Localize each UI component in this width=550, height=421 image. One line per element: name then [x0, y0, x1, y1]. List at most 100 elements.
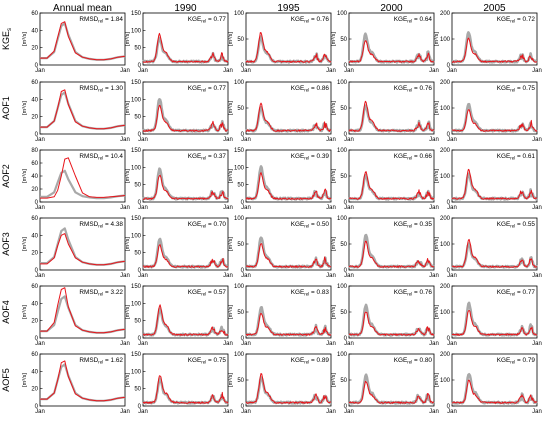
x-tick-label: Jan: [447, 409, 457, 415]
y-tick-label: 100: [234, 352, 245, 358]
y-tick-label: 100: [337, 284, 348, 290]
y-tick-label: 0: [35, 200, 39, 206]
y-tick-label: 50: [340, 310, 347, 316]
column-title: 2005: [483, 3, 506, 14]
y-tick-label: 60: [31, 80, 38, 86]
y-tick-label: 150: [131, 284, 142, 290]
y-tick-label: 200: [440, 284, 451, 290]
y-axis-unit: [m³/s]: [331, 101, 337, 115]
x-tick-label: Jan: [326, 409, 336, 415]
y-tick-label: 20: [31, 251, 38, 257]
x-tick-label: Jan: [344, 341, 354, 347]
metric-label: KGErel = 0.64: [394, 16, 433, 24]
x-tick-label: Jan: [532, 273, 542, 279]
y-tick-label: 50: [340, 378, 347, 384]
simulated-series: [348, 171, 435, 200]
y-axis-unit: [m³/s]: [228, 305, 234, 319]
y-tick-label: 100: [131, 28, 142, 34]
axes-box: [142, 12, 229, 66]
x-tick-label: Jan: [138, 273, 148, 279]
metric-label: KGErel = 0.77: [188, 16, 227, 24]
metric-label: KGErel = 0.72: [497, 16, 536, 24]
axes-box: [39, 81, 126, 135]
y-tick-label: 20: [31, 115, 38, 121]
y-axis-unit: [m³/s]: [434, 101, 440, 115]
y-axis-unit: [m³/s]: [125, 169, 131, 183]
chart-panel: 0 50 100 Jan Jan [m³/s] KGErel = 0.35: [331, 216, 439, 279]
y-tick-label: 100: [440, 310, 451, 316]
chart-panel: 0 100 200 Jan Jan [m³/s] KGErel = 0.79: [434, 352, 542, 415]
y-tick-label: 50: [340, 37, 347, 43]
y-tick-label: 100: [234, 216, 245, 222]
x-tick-label: Jan: [326, 273, 336, 279]
y-tick-label: 20: [31, 387, 38, 393]
y-tick-label: 100: [234, 165, 245, 171]
simulated-series: [245, 243, 332, 268]
y-tick-label: 200: [440, 80, 451, 86]
y-tick-label: 40: [31, 28, 38, 34]
chart-panel: 0 20 40 60 Jan Jan [m³/s] RMSDrel = 4.38: [22, 216, 130, 279]
x-tick-label: Jan: [344, 409, 354, 415]
x-tick-label: Jan: [223, 409, 233, 415]
y-tick-label: 50: [340, 242, 347, 248]
x-tick-label: Jan: [223, 68, 233, 74]
y-tick-label: 80: [31, 148, 38, 154]
x-tick-label: Jan: [326, 205, 336, 211]
y-tick-label: 0: [447, 200, 451, 206]
y-tick-label: 50: [237, 37, 244, 43]
metric-label: KGErel = 0.39: [291, 153, 330, 161]
simulated-series: [40, 89, 126, 130]
simulated-series: [245, 102, 332, 132]
chart-panel: 0 20 40 60 Jan Jan [m³/s] RMSDrel = 1.30: [22, 80, 130, 143]
y-axis-unit: [m³/s]: [22, 305, 28, 319]
y-tick-label: 150: [234, 148, 245, 154]
y-tick-label: 100: [234, 80, 245, 86]
x-tick-label: Jan: [120, 409, 130, 415]
chart-panel: 0 100 200 Jan Jan [m³/s] KGErel = 0.55: [434, 216, 542, 279]
y-axis-unit: [m³/s]: [331, 237, 337, 251]
metric-label: KGErel = 0.89: [291, 357, 330, 365]
simulated-series: [451, 238, 538, 268]
simulated-series: [142, 304, 229, 336]
x-tick-label: Jan: [241, 409, 251, 415]
metric-label: RMSDrel = 1.62: [79, 357, 123, 365]
chart-panel: 0 50 100 150 Jan Jan [m³/s] KGErel = 0.37: [125, 148, 233, 211]
axes-box: [142, 149, 229, 203]
axes-box: [142, 81, 229, 135]
x-tick-label: Jan: [429, 205, 439, 211]
chart-panel: 0 50 100 Jan Jan [m³/s] KGErel = 0.83: [228, 284, 336, 347]
axes-box: [142, 217, 229, 271]
x-tick-label: Jan: [532, 205, 542, 211]
x-tick-label: Jan: [120, 273, 130, 279]
x-tick-label: Jan: [326, 341, 336, 347]
axes-box: [39, 285, 126, 339]
chart-panel: 0 100 200 Jan Jan [m³/s] KGErel = 0.77: [434, 284, 542, 347]
x-tick-label: Jan: [429, 137, 439, 143]
y-axis-unit: [m³/s]: [331, 305, 337, 319]
y-tick-label: 0: [138, 132, 142, 138]
x-tick-label: Jan: [138, 341, 148, 347]
chart-panel: 0 50 100 150 Jan Jan [m³/s] KGErel = 0.57: [125, 284, 233, 347]
x-tick-label: Jan: [35, 341, 45, 347]
y-tick-label: 100: [131, 233, 142, 239]
y-tick-label: 200: [440, 11, 451, 17]
y-tick-label: 0: [344, 200, 348, 206]
column-title: 1990: [174, 3, 197, 14]
chart-panel: 0 20 40 60 Jan Jan [m³/s] RMSDrel = 1.62: [22, 352, 130, 415]
x-tick-label: Jan: [120, 68, 130, 74]
y-axis-unit: [m³/s]: [228, 101, 234, 115]
x-tick-label: Jan: [326, 68, 336, 74]
y-tick-label: 100: [337, 352, 348, 358]
y-axis-unit: [m³/s]: [125, 101, 131, 115]
observed-series: [40, 363, 126, 402]
y-tick-label: 0: [241, 268, 245, 274]
chart-panel: 0 50 100 Jan Jan [m³/s] KGErel = 0.64: [331, 11, 439, 74]
axes-box: [39, 217, 126, 271]
x-tick-label: Jan: [241, 273, 251, 279]
simulated-series: [245, 373, 331, 404]
y-tick-label: 0: [344, 63, 348, 69]
x-tick-label: Jan: [532, 409, 542, 415]
y-axis-unit: [m³/s]: [434, 237, 440, 251]
y-tick-label: 100: [440, 242, 451, 248]
